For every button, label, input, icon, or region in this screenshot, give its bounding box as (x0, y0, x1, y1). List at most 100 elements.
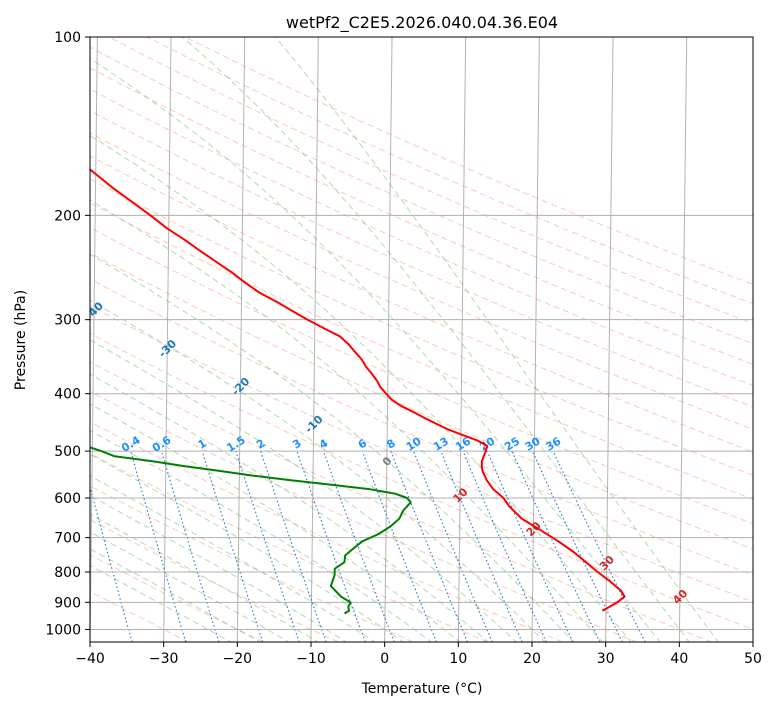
dry-adiabat (184, 37, 753, 285)
dry-adiabat (90, 305, 753, 603)
x-tick-label: −40 (75, 651, 105, 667)
dry-adiabat (90, 132, 753, 430)
isotherm-label: -10 (302, 412, 325, 435)
dry-adiabat (90, 590, 190, 642)
dry-adiabat (90, 178, 753, 476)
x-tick-label: −10 (296, 651, 326, 667)
moist-adiabat (90, 548, 262, 642)
isotherm (163, 37, 172, 642)
isotherm-label: -30 (156, 337, 179, 360)
moist-adiabat (274, 37, 719, 642)
dry-adiabat (90, 252, 753, 550)
isotherm (384, 37, 393, 642)
dry-adiabat (90, 202, 753, 500)
x-tick-label: 30 (597, 651, 615, 667)
y-tick-label: 1000 (45, 622, 81, 638)
moist-adiabat (90, 453, 405, 642)
x-axis-label: Temperature (°C) (361, 681, 483, 697)
moist-adiabat (90, 495, 348, 642)
dry-adiabat (90, 88, 753, 387)
mixing-ratio-line (130, 450, 187, 642)
temperature-profile (90, 168, 626, 612)
y-tick-label: 500 (54, 444, 81, 460)
grid (90, 37, 753, 630)
y-tick-label: 900 (54, 595, 81, 611)
dry-adiabat (90, 46, 753, 345)
moist-adiabat (90, 531, 291, 642)
x-tick-label: 40 (670, 651, 688, 667)
x-tick-label: 50 (744, 651, 762, 667)
mixing-ratio-line (413, 450, 493, 642)
y-tick-label: 300 (54, 313, 81, 329)
mixing-ratio-label: 8 (384, 437, 397, 452)
mixing-ratio-label: 4 (317, 436, 331, 451)
isotherm (90, 37, 98, 642)
mixing-ratio-line (235, 450, 300, 642)
dry-adiabat (90, 554, 264, 642)
mixing-ratio-label: 1.5 (224, 433, 247, 454)
isotherm-label: 10 (450, 485, 470, 505)
mixing-ratio-line (361, 450, 437, 642)
mixing-ratio-label: 6 (356, 436, 370, 451)
mixing-ratio-line (322, 450, 395, 642)
moist-adiabat (90, 373, 489, 642)
moist-adiabat (90, 199, 603, 642)
x-tick-label: 0 (380, 651, 389, 667)
dry-adiabat (90, 485, 414, 642)
y-tick-label: 200 (54, 208, 81, 224)
chart-title: wetPf2_C2E5.2026.040.04.36.E04 (286, 13, 558, 33)
mixing-ratio-line (201, 450, 264, 642)
dry-adiabat (90, 390, 638, 642)
isotherm-label: -40 (83, 299, 106, 322)
moist-adiabat (90, 429, 433, 642)
mixing-ratio-line (440, 450, 523, 642)
y-tick-label: 400 (54, 387, 81, 403)
moist-adiabat (90, 339, 518, 642)
isotherm-label: 40 (670, 587, 690, 607)
moist-adiabat (90, 564, 233, 642)
dry-adiabat (90, 155, 753, 453)
mixing-ratio-line (552, 450, 646, 642)
dry-adiabat (90, 421, 563, 642)
mixing-ratio-label: 0.2 (69, 433, 92, 454)
moist-adiabat (90, 134, 632, 642)
y-tick-label: 800 (54, 565, 81, 581)
axes: −40 −30 −20 −10 0 10 20 30 40 5010020030040050060… (45, 30, 762, 667)
dry-adiabat (90, 278, 753, 576)
mixing-ratio-label: 1 (196, 437, 209, 452)
mixing-ratio-label: 2 (254, 437, 267, 452)
dry-adiabat (146, 37, 753, 305)
moist-adiabat (90, 57, 661, 642)
mixing-ratio-line (296, 450, 366, 642)
mixing-ratio-line (462, 450, 547, 642)
x-tick-label: −20 (223, 651, 253, 667)
mixing-ratio-line (160, 450, 220, 642)
profiles (90, 168, 626, 615)
dry-adiabat (108, 37, 753, 325)
y-axis-label: Pressure (hPa) (13, 290, 29, 390)
isotherm (457, 37, 467, 642)
plot-frame (89, 36, 754, 643)
mixing-ratio-line (511, 450, 601, 642)
dry-adiabat (90, 452, 488, 642)
dry-adiabat (90, 227, 753, 525)
isotherm (605, 37, 614, 642)
isotherm-label: 30 (597, 553, 617, 573)
mixing-ratio-line (390, 450, 469, 642)
y-tick-label: 600 (54, 491, 81, 507)
moist-adiabat (90, 403, 461, 642)
moist-adiabat (90, 299, 546, 642)
x-tick-label: −30 (149, 651, 179, 667)
dewpoint-profile (90, 446, 412, 615)
isotherm (531, 37, 540, 642)
mixing-ratio-line (90, 484, 133, 642)
dry-adiabat (90, 332, 753, 630)
moist-adiabat (90, 253, 575, 642)
dry-adiabat (90, 110, 753, 408)
mixing-ratio-line (260, 450, 327, 642)
x-tick-label: 10 (449, 651, 467, 667)
x-tick-label: 20 (523, 651, 541, 667)
moist-adiabat (90, 513, 319, 642)
moist-adiabat (181, 37, 690, 642)
